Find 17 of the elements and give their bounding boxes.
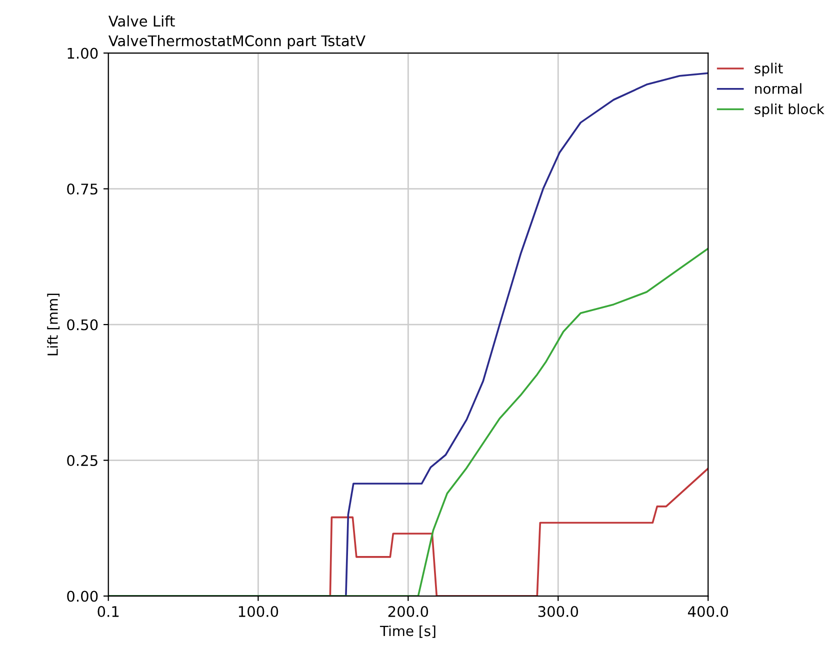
x-tick-label: 0.1 <box>98 606 119 618</box>
x-axis-title: Time [s] <box>380 625 436 638</box>
y-tick-label: 0.25 <box>67 455 98 466</box>
x-tick-label: 200.0 <box>388 606 428 618</box>
y-axis-title: Lift [mm] <box>47 294 60 356</box>
legend-label: normal <box>755 83 802 94</box>
y-tick-label: 1.00 <box>68 48 98 59</box>
x-tick-label: 400.0 <box>688 606 728 618</box>
legend-label: split <box>754 62 783 76</box>
x-tick-label: 100.0 <box>238 606 278 618</box>
y-tick-label: 0.75 <box>67 184 98 195</box>
y-tick-label: 0.50 <box>67 319 98 330</box>
x-tick-label: 300.0 <box>538 606 578 618</box>
y-tick-label: 0.00 <box>67 590 98 602</box>
chart-subtitle: ValveThermostatMConn part TstatV <box>108 35 366 50</box>
legend-label: split block <box>754 104 824 117</box>
chart-title: Valve Lift <box>108 15 175 27</box>
